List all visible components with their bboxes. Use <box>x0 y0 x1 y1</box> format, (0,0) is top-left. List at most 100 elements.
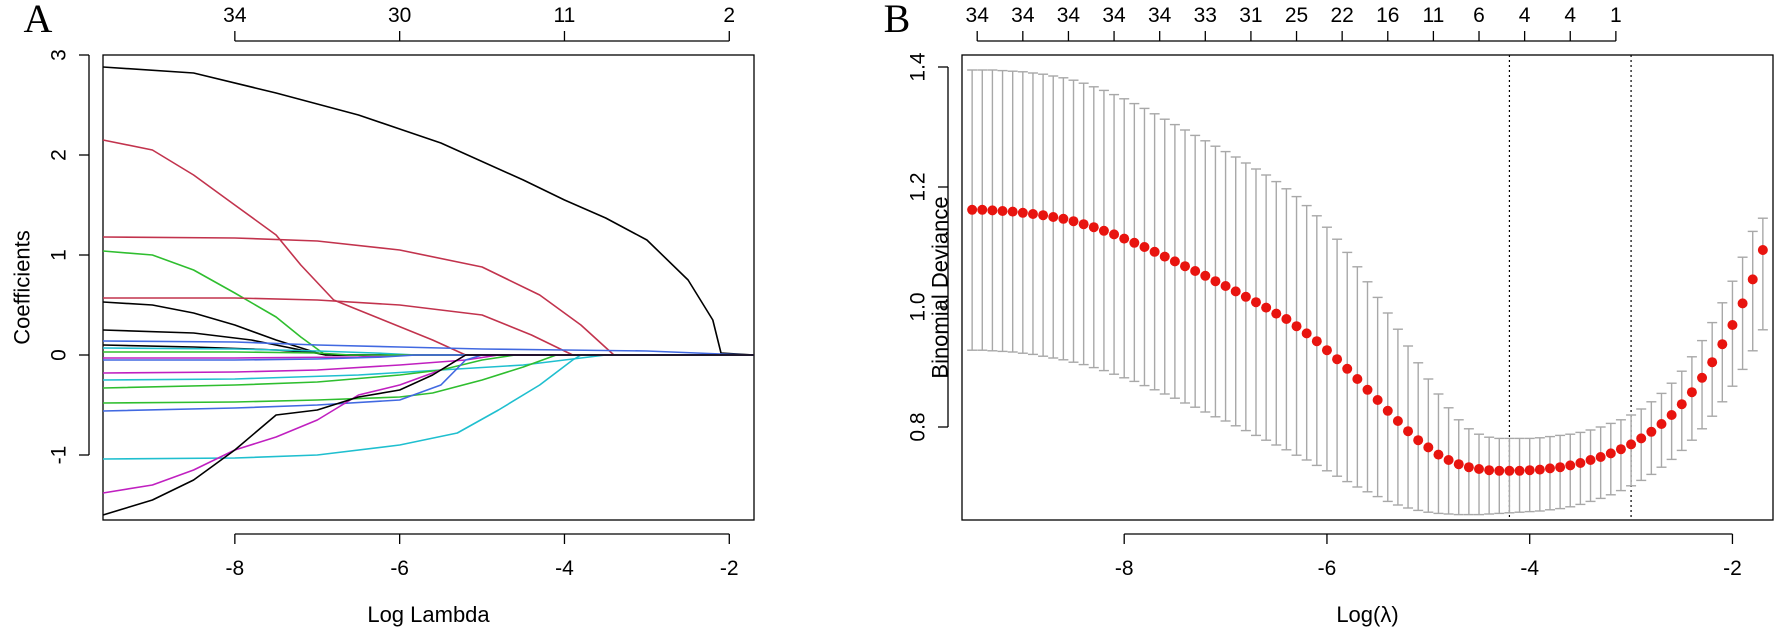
deviance-point <box>977 204 988 215</box>
deviance-point <box>1129 237 1140 248</box>
deviance-point <box>1038 210 1049 221</box>
deviance-point <box>1119 233 1130 244</box>
x-tick-label: -6 <box>390 557 409 580</box>
top-tick-label: 16 <box>1376 4 1399 27</box>
deviance-point <box>1474 464 1485 474</box>
deviance-point <box>1281 314 1292 324</box>
deviance-point <box>1250 297 1261 308</box>
top-tick-label: 11 <box>1422 4 1444 27</box>
y-tick-label: 2 <box>48 149 71 161</box>
x-tick-label: -8 <box>226 557 245 580</box>
deviance-point <box>1453 459 1464 470</box>
deviance-point <box>1392 416 1403 426</box>
deviance-point <box>1139 242 1150 252</box>
deviance-point <box>1342 363 1353 374</box>
y-axis-label: Coefficients <box>10 230 35 345</box>
deviance-point <box>1403 426 1414 437</box>
top-tick-label: 34 <box>1148 4 1172 27</box>
deviance-point <box>1504 465 1515 476</box>
x-tick-label: -6 <box>1318 557 1337 580</box>
coefficient-path <box>102 139 754 356</box>
deviance-point <box>1575 458 1586 468</box>
deviance-point <box>1686 387 1697 398</box>
deviance-point <box>1230 286 1241 297</box>
deviance-point <box>1747 274 1758 285</box>
top-tick-label: 2 <box>723 4 735 27</box>
deviance-point <box>1027 209 1038 219</box>
deviance-point <box>1048 212 1059 222</box>
top-tick-label: 4 <box>1519 4 1531 27</box>
panel-letter: A <box>24 0 53 41</box>
deviance-point <box>1169 256 1180 267</box>
coefficient-path <box>102 66 755 356</box>
y-tick-label: 0 <box>48 349 71 361</box>
deviance-point <box>1585 455 1596 465</box>
top-tick-label: 25 <box>1285 4 1308 27</box>
coefficient-path <box>102 354 754 494</box>
deviance-point <box>1555 462 1566 473</box>
deviance-point <box>1240 291 1251 302</box>
top-tick-label: 34 <box>1057 4 1081 27</box>
y-tick-label: 1.0 <box>907 292 930 321</box>
deviance-point <box>1068 216 1079 227</box>
deviance-point <box>1595 452 1606 462</box>
deviance-point <box>1757 245 1768 255</box>
deviance-point <box>1484 465 1495 476</box>
coefficient-path <box>102 340 755 356</box>
deviance-point <box>1301 328 1312 339</box>
deviance-point <box>1017 207 1028 218</box>
deviance-point <box>1352 374 1363 384</box>
y-tick-label: 1.2 <box>907 172 930 201</box>
deviance-point <box>1463 462 1474 473</box>
coefficient-path <box>102 250 754 356</box>
top-tick-label: 33 <box>1194 4 1217 27</box>
x-axis-label: Log(λ) <box>1336 602 1398 627</box>
deviance-point <box>1433 449 1444 460</box>
deviance-point <box>1098 225 1109 236</box>
deviance-point <box>1078 219 1089 230</box>
deviance-point <box>987 205 998 216</box>
top-tick-label: 22 <box>1330 4 1353 27</box>
deviance-point <box>1737 298 1748 309</box>
x-tick-label: -4 <box>1520 557 1539 580</box>
deviance-point <box>1149 246 1160 257</box>
y-axis-label: Binomial Deviance <box>928 196 953 378</box>
deviance-point <box>1727 320 1738 330</box>
plot-frame <box>102 54 755 521</box>
deviance-point <box>1321 345 1332 356</box>
coefficient-path <box>102 344 754 356</box>
x-tick-label: -8 <box>1115 557 1134 580</box>
deviance-point <box>1291 321 1302 332</box>
deviance-point <box>1646 426 1657 437</box>
top-tick-label: 34 <box>1102 4 1126 27</box>
y-tick-label: 1.4 <box>907 52 930 82</box>
x-tick-label: -2 <box>720 557 739 580</box>
deviance-point <box>1109 229 1120 240</box>
deviance-point <box>1605 448 1616 459</box>
top-tick-label: 11 <box>554 4 576 27</box>
deviance-point <box>1332 354 1343 365</box>
top-tick-label: 34 <box>966 4 990 27</box>
deviance-point <box>1707 357 1718 368</box>
deviance-point <box>1261 302 1272 313</box>
top-tick-label: 34 <box>1011 4 1035 27</box>
deviance-point <box>1362 384 1373 395</box>
top-tick-label: 31 <box>1239 4 1262 27</box>
deviance-point <box>1626 439 1637 450</box>
top-tick-label: 30 <box>388 4 411 27</box>
coefficient-path <box>103 297 754 356</box>
deviance-point <box>1180 261 1191 272</box>
deviance-point <box>1311 336 1322 347</box>
deviance-point <box>1636 433 1647 444</box>
deviance-point <box>1717 339 1728 350</box>
x-tick-label: -2 <box>1723 557 1742 580</box>
deviance-point <box>1372 395 1383 405</box>
deviance-point <box>1666 410 1677 420</box>
coefficient-path <box>102 236 754 356</box>
x-tick-label: -4 <box>555 557 574 580</box>
plot-frame <box>961 54 1774 521</box>
deviance-point <box>1443 455 1454 465</box>
deviance-point <box>1413 435 1424 446</box>
deviance-point <box>1382 405 1393 416</box>
